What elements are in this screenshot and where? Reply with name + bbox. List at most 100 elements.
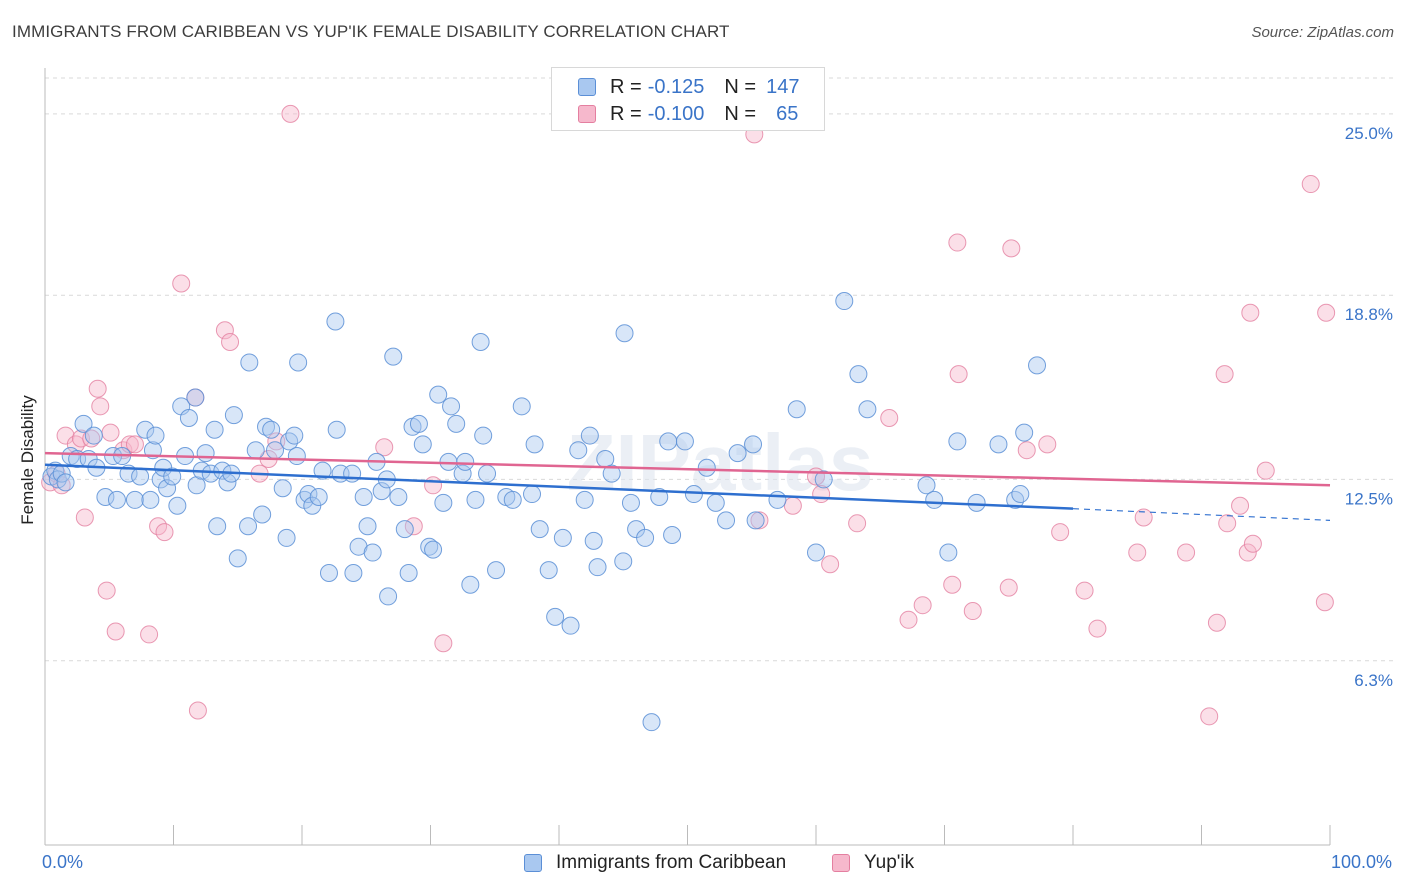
data-point-yupik	[1002, 239, 1021, 258]
data-point-caribbean	[218, 473, 237, 492]
data-point-caribbean	[358, 517, 377, 536]
source-label: Source: ZipAtlas.com	[1251, 24, 1394, 41]
trend-line-caribbean	[44, 463, 1074, 510]
r-value: -0.100	[647, 102, 705, 125]
data-point-yupik	[82, 429, 101, 448]
x-tick-min: 0.0%	[42, 852, 84, 872]
data-point-yupik	[1177, 543, 1196, 562]
correlation-legend: R = -0.125 N = 147 R = -0.100 N = 65	[551, 67, 825, 131]
data-point-yupik	[1243, 534, 1262, 553]
data-point-caribbean	[413, 435, 432, 454]
data-point-yupik	[125, 435, 144, 454]
data-point-caribbean	[240, 353, 259, 372]
data-point-caribbean	[546, 607, 565, 626]
legend-item-caribbean: Immigrants from Caribbean	[524, 852, 786, 874]
data-point-caribbean	[224, 406, 243, 425]
data-point-caribbean	[478, 464, 497, 483]
data-point-caribbean	[309, 487, 328, 506]
data-point-caribbean	[277, 528, 296, 547]
data-point-caribbean	[466, 490, 485, 509]
data-point-caribbean	[372, 482, 391, 501]
data-point-yupik	[91, 397, 110, 416]
data-point-caribbean	[1011, 485, 1030, 504]
data-point-yupik	[1241, 303, 1260, 322]
data-point-caribbean	[326, 312, 345, 331]
data-point-yupik	[1238, 543, 1257, 562]
data-point-caribbean	[289, 353, 308, 372]
n-value: 147	[766, 75, 800, 98]
data-point-caribbean	[588, 558, 607, 577]
yupik-swatch	[832, 854, 850, 872]
data-point-caribbean	[163, 467, 182, 486]
data-point-caribbean	[287, 447, 306, 466]
data-point-yupik	[1075, 581, 1094, 600]
y-tick-label: 18.8%	[1345, 305, 1393, 324]
trend-lines	[44, 451, 1331, 521]
data-point-caribbean	[650, 487, 669, 506]
n-label: N =	[724, 102, 757, 125]
data-point-caribbean	[948, 432, 967, 451]
data-point-caribbean	[186, 388, 205, 407]
data-point-caribbean	[530, 520, 549, 539]
data-point-yupik	[1218, 514, 1237, 533]
data-point-yupik	[215, 321, 234, 340]
data-point-caribbean	[512, 397, 531, 416]
data-point-caribbean	[187, 476, 206, 495]
data-point-caribbean	[539, 561, 558, 580]
data-point-yupik	[1128, 543, 1147, 562]
data-point-yupik	[1051, 523, 1070, 542]
data-point-caribbean	[561, 616, 580, 635]
data-point-yupik	[188, 701, 207, 720]
data-point-caribbean	[409, 414, 428, 433]
axes	[44, 68, 1331, 846]
y-tick-labels: 6.3% 12.5% 18.8% 25.0%	[1345, 124, 1393, 690]
caribbean-swatch	[524, 854, 542, 872]
data-point-yupik	[949, 365, 968, 384]
data-point-caribbean	[636, 528, 655, 547]
data-point-caribbean	[706, 493, 725, 512]
data-point-caribbean	[384, 347, 403, 366]
data-point-yupik	[1315, 593, 1334, 612]
data-point-caribbean	[787, 400, 806, 419]
data-point-caribbean	[487, 561, 506, 580]
r-label: R =	[610, 75, 642, 98]
data-point-caribbean	[168, 496, 187, 515]
data-point-caribbean	[389, 487, 408, 506]
data-point-caribbean	[399, 564, 418, 583]
data-point-caribbean	[471, 332, 490, 351]
legend-row-caribbean: R = -0.125 N = 147	[578, 74, 799, 100]
data-point-caribbean	[303, 496, 322, 515]
data-point-caribbean	[989, 435, 1008, 454]
data-point-caribbean	[614, 552, 633, 571]
data-point-yupik	[1215, 365, 1234, 384]
data-point-caribbean	[201, 464, 220, 483]
data-point-yupik	[434, 634, 453, 653]
data-point-yupik	[1200, 707, 1219, 726]
data-point-yupik	[424, 476, 443, 495]
data-point-yupik	[1256, 461, 1275, 480]
data-point-caribbean	[461, 575, 480, 594]
data-point-caribbean	[575, 490, 594, 509]
data-point-caribbean	[354, 487, 373, 506]
data-point-caribbean	[84, 426, 103, 445]
data-point-caribbean	[684, 485, 703, 504]
data-point-caribbean	[158, 479, 177, 498]
data-point-caribbean	[580, 426, 599, 445]
data-point-yupik	[783, 496, 802, 515]
data-point-caribbean	[107, 490, 126, 509]
data-point-caribbean	[434, 493, 453, 512]
y-tick-label: 6.3%	[1354, 671, 1393, 690]
data-point-caribbean	[746, 511, 765, 530]
n-value: 65	[776, 102, 799, 125]
data-point-caribbean	[835, 292, 854, 311]
data-point-yupik	[943, 575, 962, 594]
watermark: ZIPatlas	[567, 418, 874, 507]
data-point-caribbean	[424, 540, 443, 559]
data-point-caribbean	[313, 461, 332, 480]
data-point-yupik	[899, 610, 918, 629]
data-point-caribbean	[429, 385, 448, 404]
data-point-yupik	[948, 233, 967, 252]
data-point-caribbean	[967, 493, 986, 512]
data-point-caribbean	[363, 543, 382, 562]
